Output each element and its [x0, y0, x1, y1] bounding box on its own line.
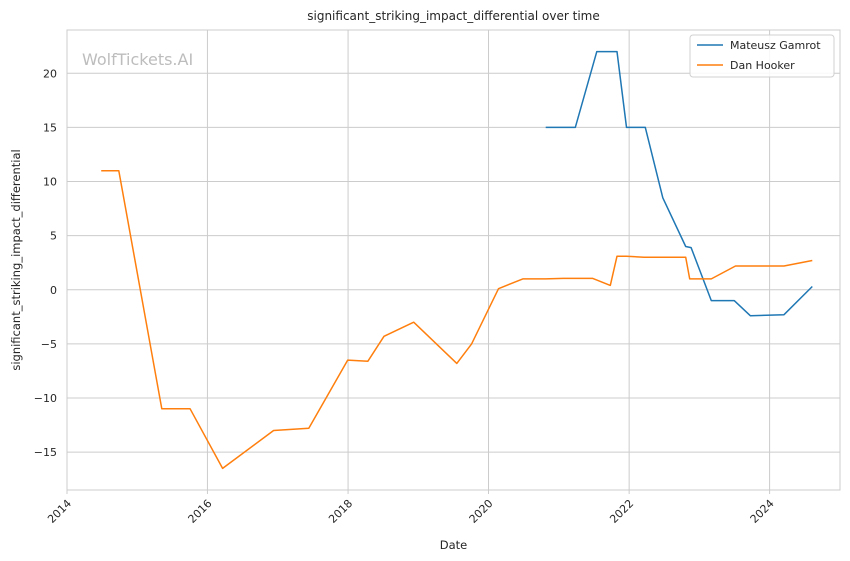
y-tick-label: 5: [50, 230, 57, 243]
x-tick-label: 2022: [607, 497, 636, 526]
y-axis-title: significant_striking_impact_differential: [9, 149, 23, 370]
y-tick-label: −5: [41, 338, 57, 351]
x-tick-label: 2014: [45, 497, 74, 526]
legend-box: [689, 34, 835, 78]
legend-label: Dan Hooker: [730, 59, 795, 72]
plot-frame: [66, 29, 841, 491]
x-tick-label: 2018: [326, 497, 355, 526]
x-tick-label: 2016: [186, 497, 215, 526]
x-tick-label: 2020: [467, 497, 496, 526]
y-tick-label: −15: [34, 446, 57, 459]
y-tick-label: 15: [43, 121, 57, 134]
x-tick-labels: 2014 2016 2018 2020 2022 2024: [45, 490, 777, 526]
y-tick-label: 10: [43, 176, 57, 189]
x-tick-label: 2024: [748, 497, 777, 526]
chart-title: significant_striking_impact_differential…: [307, 9, 599, 23]
x-axis-title: Date: [440, 538, 468, 552]
series-layer: [101, 50, 813, 470]
series-line-mateusz-gamrot: [545, 50, 813, 317]
watermark-text: WolfTickets.AI: [82, 50, 193, 69]
legend-label: Mateusz Gamrot: [730, 39, 821, 52]
y-tick-label: 20: [43, 67, 57, 80]
y-tick-label: 0: [50, 284, 57, 297]
legend: Mateusz Gamrot Dan Hooker: [689, 34, 835, 78]
series-line-dan-hooker: [101, 169, 813, 470]
y-tick-labels: 20 15 10 5 0 −5 −10 −15: [34, 67, 57, 459]
y-tick-label: −10: [34, 392, 57, 405]
grid-lines: [66, 30, 840, 490]
